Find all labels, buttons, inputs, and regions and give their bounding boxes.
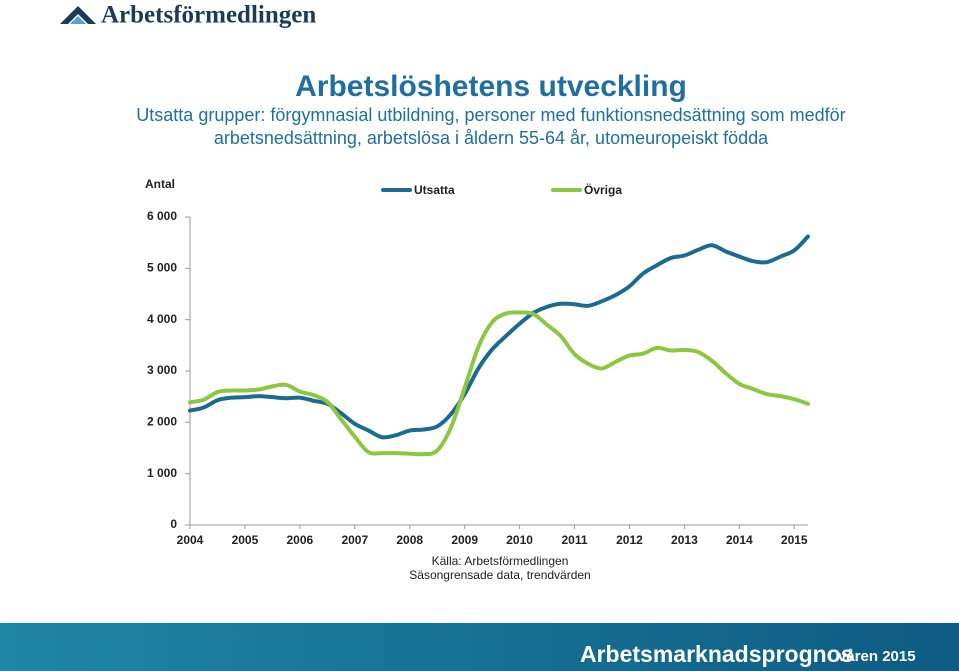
x-tick-label: 2013 [671, 533, 698, 547]
logo-text: Arbetsförmedlingen [101, 2, 316, 29]
x-tick-label: 2010 [506, 533, 533, 547]
footer-title: Arbetsmarknadsprognos [580, 641, 854, 667]
chart-title: Arbetslöshetens utveckling [295, 70, 687, 103]
y-tick-label: 2 000 [147, 415, 177, 429]
y-tick-label: 5 000 [147, 261, 177, 275]
x-tick-label: 2012 [616, 533, 643, 547]
logo: Arbetsförmedlingen [60, 2, 316, 29]
chart-subtitle: arbetsnedsättning, arbetslösa i åldern 5… [214, 128, 769, 148]
legend-label: Övriga [584, 182, 622, 197]
x-tick-label: 2008 [396, 533, 423, 547]
x-tick-label: 2014 [726, 533, 753, 547]
logo-icon-inner [70, 16, 86, 24]
y-axis-label: Antal [145, 177, 175, 191]
y-tick-label: 4 000 [147, 312, 177, 326]
series-line [188, 310, 810, 457]
x-tick-label: 2011 [562, 533, 588, 547]
x-tick-label: 2015 [781, 533, 808, 547]
footer-subtitle: våren 2015 [838, 648, 916, 665]
chart-subtitle: Utsatta grupper: förgymnasial utbildning… [136, 105, 845, 125]
series-line [188, 234, 810, 440]
y-tick-label: 3 000 [147, 363, 177, 377]
x-tick-label: 2005 [232, 533, 259, 547]
legend-label: Utsatta [414, 183, 455, 197]
x-tick-label: 2004 [177, 533, 204, 547]
logo-icon [60, 6, 96, 24]
x-tick-label: 2007 [341, 533, 368, 547]
y-tick-label: 0 [170, 517, 177, 531]
footer-bar [0, 623, 959, 671]
source-note: Säsongrensade data, trendvärden [409, 568, 590, 582]
x-tick-label: 2009 [451, 533, 478, 547]
source-note: Källa: Arbetsförmedlingen [432, 554, 569, 568]
y-tick-label: 1 000 [147, 466, 177, 480]
x-tick-label: 2006 [287, 533, 314, 547]
y-tick-label: 6 000 [147, 209, 177, 223]
